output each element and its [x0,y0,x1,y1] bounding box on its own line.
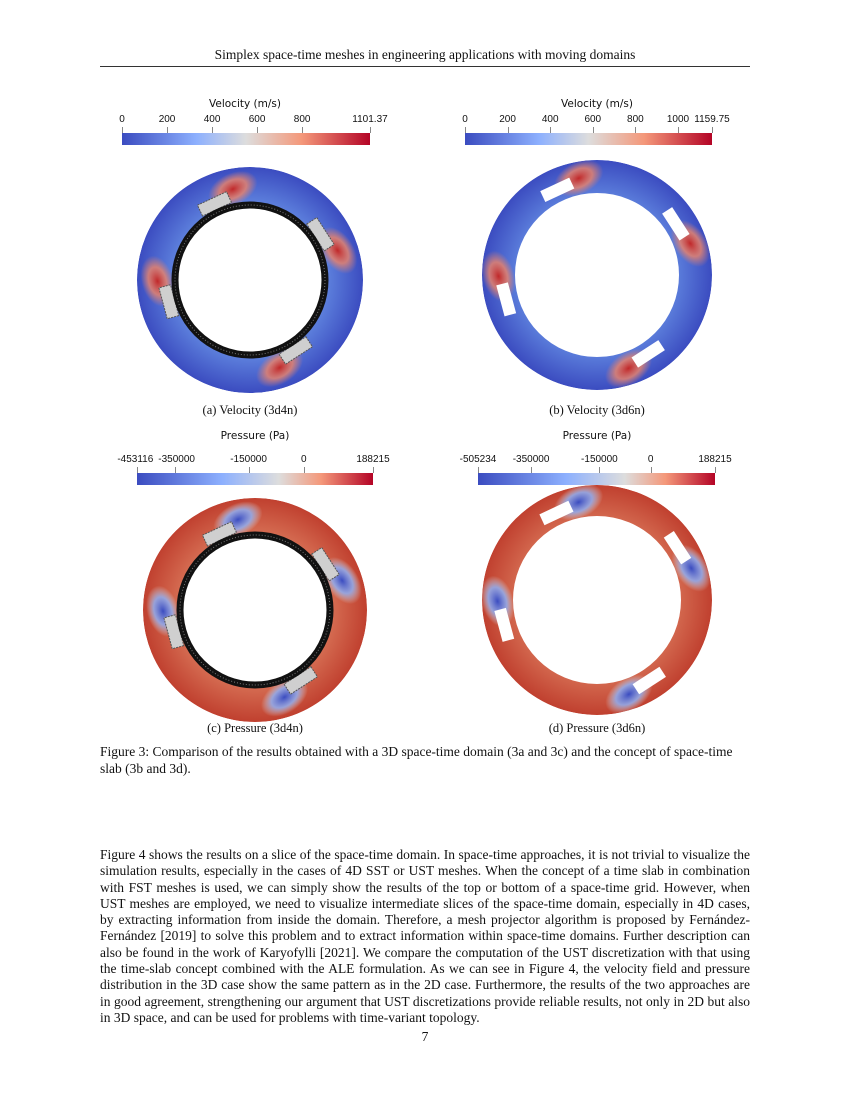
colorbar-tick-label: 0 [300,454,307,465]
colorbar-title-c: Pressure (Pa) [220,430,290,442]
blade [632,666,666,695]
colorbar-tick [248,467,250,473]
colorbar-tick [373,467,374,473]
inner-mesh-ring [176,531,334,689]
colorbar-tick [212,127,214,133]
colorbar-tick-label: 600 [248,114,266,125]
header-rule [100,66,750,67]
mesh-lines [174,204,326,356]
colorbar-tick [465,127,466,133]
colorbar-tick [137,467,138,473]
blade [539,500,574,526]
colorbar-tick [677,127,679,133]
colorbar-b [465,127,713,145]
colorbar-d [478,467,716,485]
colorbar-tick [599,467,601,473]
colorbar-tick [122,127,123,133]
colorbar-tick-label: 0 [462,114,468,125]
colorbar-tick-label: 400 [541,114,559,125]
contour-plot-a [137,167,363,393]
colorbar-tick-label: 1101.37 [352,114,388,125]
colorbar-tick-label: 400 [203,114,221,125]
figure-caption: Figure 3: Comparison of the results obta… [100,744,733,776]
running-title: Simplex space-time meshes in engineering… [214,47,636,62]
colorbar-tick-label: 800 [627,114,644,125]
colorbar-title-b: Velocity (m/s) [561,98,633,110]
colorbar-tick [478,467,479,473]
colorbar-title-d: Pressure (Pa) [562,430,632,442]
colorbar-tick-label: -150000 [230,454,267,465]
colorbar-tick-label: 1000 [666,114,690,125]
colorbar-tick [167,127,169,133]
colorbar-tick [635,127,637,133]
colorbar-tick [715,467,716,473]
colorbar-tick [303,467,305,473]
blade [662,207,690,241]
colorbar-tick-label: 188215 [698,454,732,465]
blade [631,340,665,368]
colorbar-tick-label: 1159.75 [694,114,730,125]
mesh-lines [179,534,331,686]
blade [540,177,575,203]
colorbar-tick [370,127,371,133]
colorbar-tick [257,127,259,133]
colorbar-tick [531,467,533,473]
subfigure-caption-a: (a) Velocity (3d4n) [202,403,298,417]
colorbar-tick-label: 0 [119,114,125,125]
colorbar-title-a: Velocity (m/s) [209,98,281,110]
colorbar-tick [302,127,304,133]
colorbar-tick [592,127,594,133]
colorbar-c [137,467,374,485]
colorbar-tick-label: -350000 [512,454,550,465]
colorbar-tick-label: 188215 [356,454,390,465]
colorbar-a [122,127,371,145]
ring-domain [482,485,712,715]
colorbar-tick-label: -150000 [581,454,618,465]
subfigure-caption-d: (d) Pressure (3d6n) [548,721,646,735]
subfigure-caption-c: (c) Pressure (3d4n) [207,721,303,735]
blade [496,282,517,317]
colorbar-tick-label: 200 [499,114,516,125]
ring-domain [482,160,712,390]
body-paragraph: Figure 4 shows the results on a slice of… [100,847,750,1025]
blade [494,607,515,642]
blade [663,531,692,565]
colorbar-tick-label: 0 [647,454,654,465]
colorbar-tick [507,127,509,133]
contour-plot-d [482,485,712,715]
colorbar-tick-label: 200 [158,114,176,125]
colorbar-tick-label: 600 [584,114,602,125]
colorbar-tick-label: 800 [293,114,311,125]
inner-mesh-ring [171,201,329,359]
colorbar-tick-label: -453116 [117,454,154,465]
subfigure-caption-b: (b) Velocity (3d6n) [549,403,645,417]
contour-plot-c [143,498,367,722]
colorbar-tick [712,127,713,133]
colorbar-tick [550,127,552,133]
colorbar-tick-label: -505234 [459,454,497,465]
colorbar-tick-label: -350000 [158,454,195,465]
contour-plot-b [482,160,712,390]
colorbar-tick [650,467,652,473]
page-number: 7 [421,1029,429,1044]
colorbar-tick [174,467,176,473]
